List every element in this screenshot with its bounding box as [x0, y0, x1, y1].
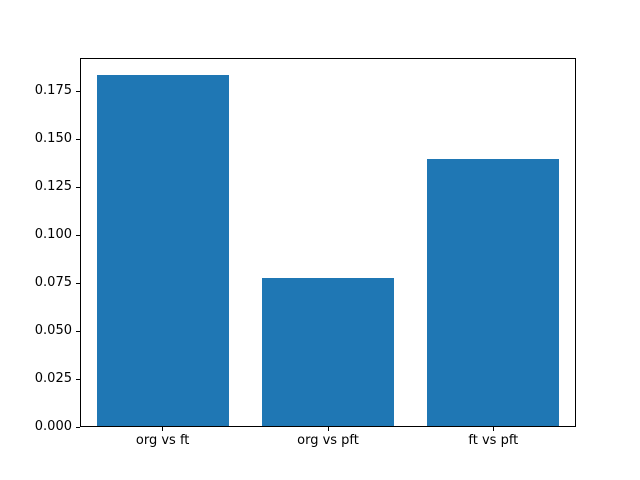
bar	[96, 75, 229, 427]
y-tick-mark	[76, 234, 80, 236]
y-tick-mark	[76, 426, 80, 428]
y-tick-mark	[76, 378, 80, 380]
x-tick-mark	[492, 427, 494, 431]
y-tick-label: 0.150	[34, 131, 72, 147]
x-tick-label: org vs ft	[135, 433, 190, 448]
x-tick-label: org vs pft	[297, 433, 359, 448]
bar	[427, 159, 560, 427]
y-tick-label: 0.075	[34, 275, 72, 291]
y-tick-mark	[76, 330, 80, 332]
y-tick-mark	[76, 138, 80, 140]
y-tick-mark	[76, 186, 80, 188]
x-tick-mark	[162, 427, 164, 431]
x-tick-label: ft vs pft	[468, 433, 519, 448]
y-tick-label: 0.175	[34, 83, 72, 99]
y-tick-label: 0.025	[34, 371, 72, 387]
y-tick-mark	[76, 282, 80, 284]
y-tick-label: 0.000	[34, 419, 72, 434]
y-tick-label: 0.050	[34, 323, 72, 339]
y-tick-label: 0.125	[34, 179, 72, 195]
y-tick-mark	[76, 90, 80, 92]
x-tick-mark	[327, 427, 329, 431]
bar	[261, 277, 395, 427]
y-tick-label: 0.100	[34, 227, 72, 243]
plot-area	[76, 58, 576, 431]
